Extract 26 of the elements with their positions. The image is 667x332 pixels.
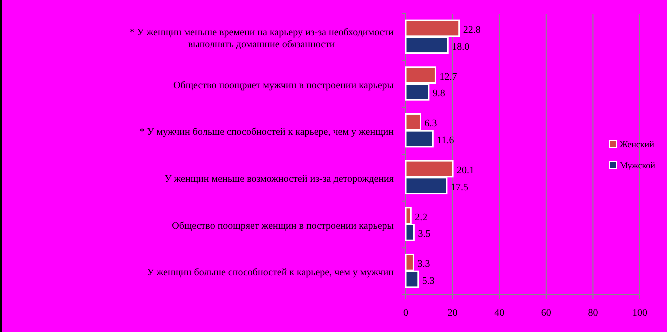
x-tick-label: 100 [632,308,648,320]
data-label: 18.0 [452,42,470,53]
y-tick-label: * У мужчин больше способностей к карьере, чем у женщин [140,127,395,138]
x-tick-label: 60 [541,308,552,320]
data-label: 6.3 [424,118,438,130]
data-label: 22.8 [463,24,481,36]
data-label: 3.5 [418,229,431,240]
data-label: 5.3 [422,276,435,288]
y-tick-label: Общество поощряет мужчин в построении карьеры [174,80,394,92]
data-label: 3.3 [418,259,430,270]
data-label: 17.5 [450,182,468,194]
x-tick-label: 40 [494,308,505,320]
y-tick-label: У женщин больше способностей к карьере, чем у мужчин [147,268,395,279]
data-label: 20.1 [457,165,475,176]
legend-label: Женский [620,140,655,150]
y-tick-label: * У женщин меньше времени на карьеру из-за необходимости выполнять домашние обязанности [130,27,395,50]
data-label: 2.2 [415,212,428,224]
y-tick-label: У женщин меньше возможностей из-за деторождения [164,174,394,185]
data-label: 12.7 [440,72,458,83]
legend-label: Мужской [620,160,656,170]
y-tick-label: Общество поощряет женщин в построении карьеры [172,220,394,232]
data-label: 9.8 [432,88,446,100]
x-tick-label: 0 [404,308,408,320]
x-tick-label: 80 [588,308,598,320]
x-tick-label: 20 [448,308,458,320]
data-label: 11.6 [437,136,454,147]
